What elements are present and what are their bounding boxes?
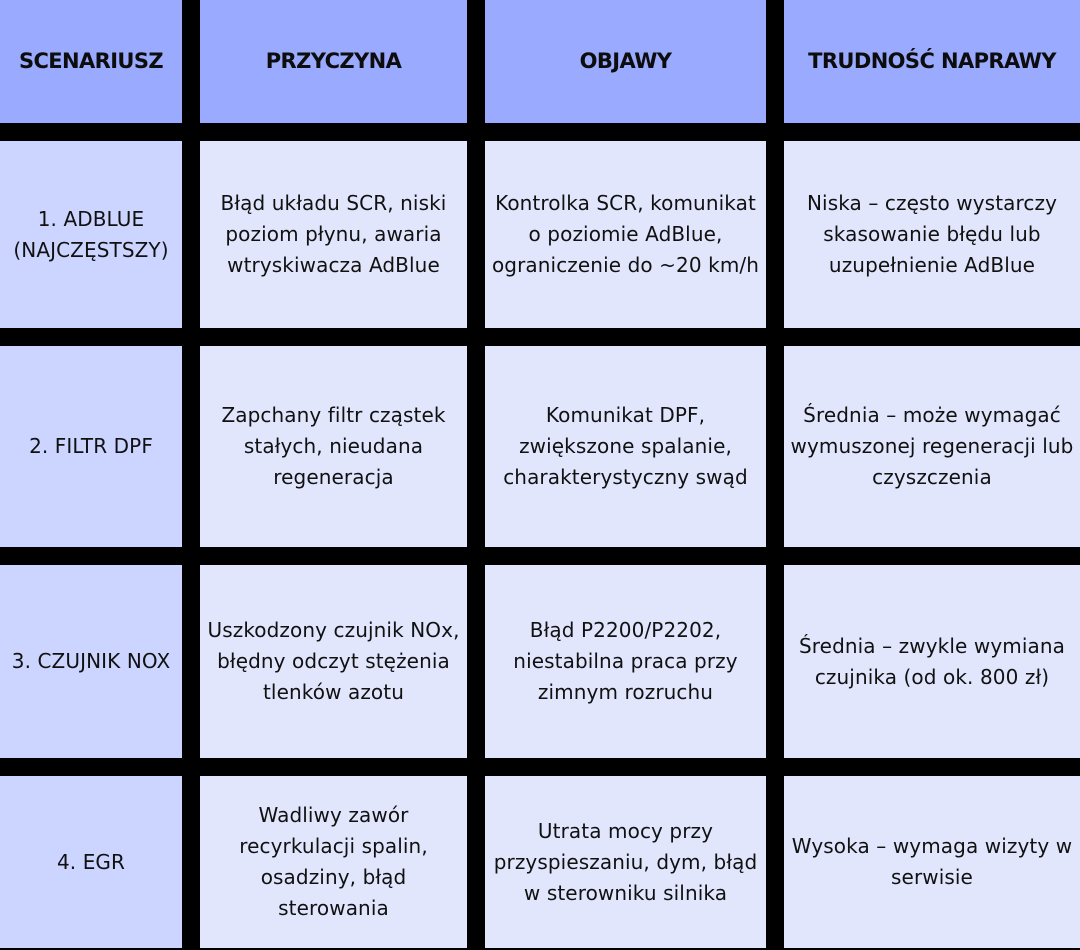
scenario-text: 1. ADBLUE (NAJCZĘSTSZY) (13, 206, 169, 262)
difficulty-text: Niska – często wystarczy skasowanie błęd… (806, 191, 1058, 277)
row-3-cause: Uszkodzony czujnik NOx, błędny odczyt st… (200, 565, 467, 758)
difficulty-text: Średnia – może wymagać wymuszonej regene… (790, 403, 1074, 489)
row-4-symptoms: Utrata mocy przy przyspieszaniu, dym, bł… (485, 776, 766, 948)
header-label: OBJAWY (579, 49, 672, 73)
symptoms-text: Kontrolka SCR, komunikat o poziomie AdBl… (491, 191, 760, 277)
cause-text: Błąd układu SCR, niski poziom płynu, awa… (220, 191, 447, 277)
row-3-scenario: 3. CZUJNIK NOX (0, 565, 182, 758)
row-4-cause: Wadliwy zawór recyrkulacji spalin, osadz… (200, 776, 467, 948)
cause-text: Zapchany filtr cząstek stałych, nieudana… (221, 403, 446, 489)
row-1-cause: Błąd układu SCR, niski poziom płynu, awa… (200, 141, 467, 328)
row-3-symptoms: Błąd P2200/P2202, niestabilna praca przy… (485, 565, 766, 758)
row-4-scenario: 4. EGR (0, 776, 182, 948)
cause-text: Uszkodzony czujnik NOx, błędny odczyt st… (207, 618, 460, 704)
row-1-difficulty: Niska – często wystarczy skasowanie błęd… (784, 141, 1080, 328)
difficulty-text: Średnia – zwykle wymiana czujnika (od ok… (799, 633, 1065, 689)
symptoms-text: Komunikat DPF, zwiększone spalanie, char… (503, 403, 748, 489)
header-label: PRZYCZYNA (265, 49, 402, 73)
header-symptoms: OBJAWY (485, 0, 766, 123)
header-difficulty: TRUDNOŚĆ NAPRAWY (784, 0, 1080, 123)
difficulty-text: Wysoka – wymaga wizyty w serwisie (791, 834, 1073, 889)
row-2-difficulty: Średnia – może wymagać wymuszonej regene… (784, 346, 1080, 547)
scenario-text: 3. CZUJNIK NOX (11, 649, 171, 673)
row-3-difficulty: Średnia – zwykle wymiana czujnika (od ok… (784, 565, 1080, 758)
symptoms-text: Utrata mocy przy przyspieszaniu, dym, bł… (493, 818, 758, 905)
header-scenario: SCENARIUSZ (0, 0, 182, 123)
scenario-text: 4. EGR (56, 849, 126, 874)
row-1-scenario: 1. ADBLUE (NAJCZĘSTSZY) (0, 141, 182, 328)
scenario-text: 2. FILTR DPF (29, 434, 153, 458)
symptoms-text: Błąd P2200/P2202, niestabilna praca przy… (513, 618, 738, 704)
row-2-cause: Zapchany filtr cząstek stałych, nieudana… (200, 346, 467, 547)
header-cause: PRZYCZYNA (200, 0, 467, 123)
header-label: TRUDNOŚĆ NAPRAWY (808, 49, 1056, 73)
row-2-scenario: 2. FILTR DPF (0, 346, 182, 547)
row-4-difficulty: Wysoka – wymaga wizyty w serwisie (784, 776, 1080, 948)
header-label: SCENARIUSZ (18, 49, 164, 73)
cause-text: Wadliwy zawór recyrkulacji spalin, osadz… (239, 803, 428, 920)
row-2-symptoms: Komunikat DPF, zwiększone spalanie, char… (485, 346, 766, 547)
row-1-symptoms: Kontrolka SCR, komunikat o poziomie AdBl… (485, 141, 766, 328)
